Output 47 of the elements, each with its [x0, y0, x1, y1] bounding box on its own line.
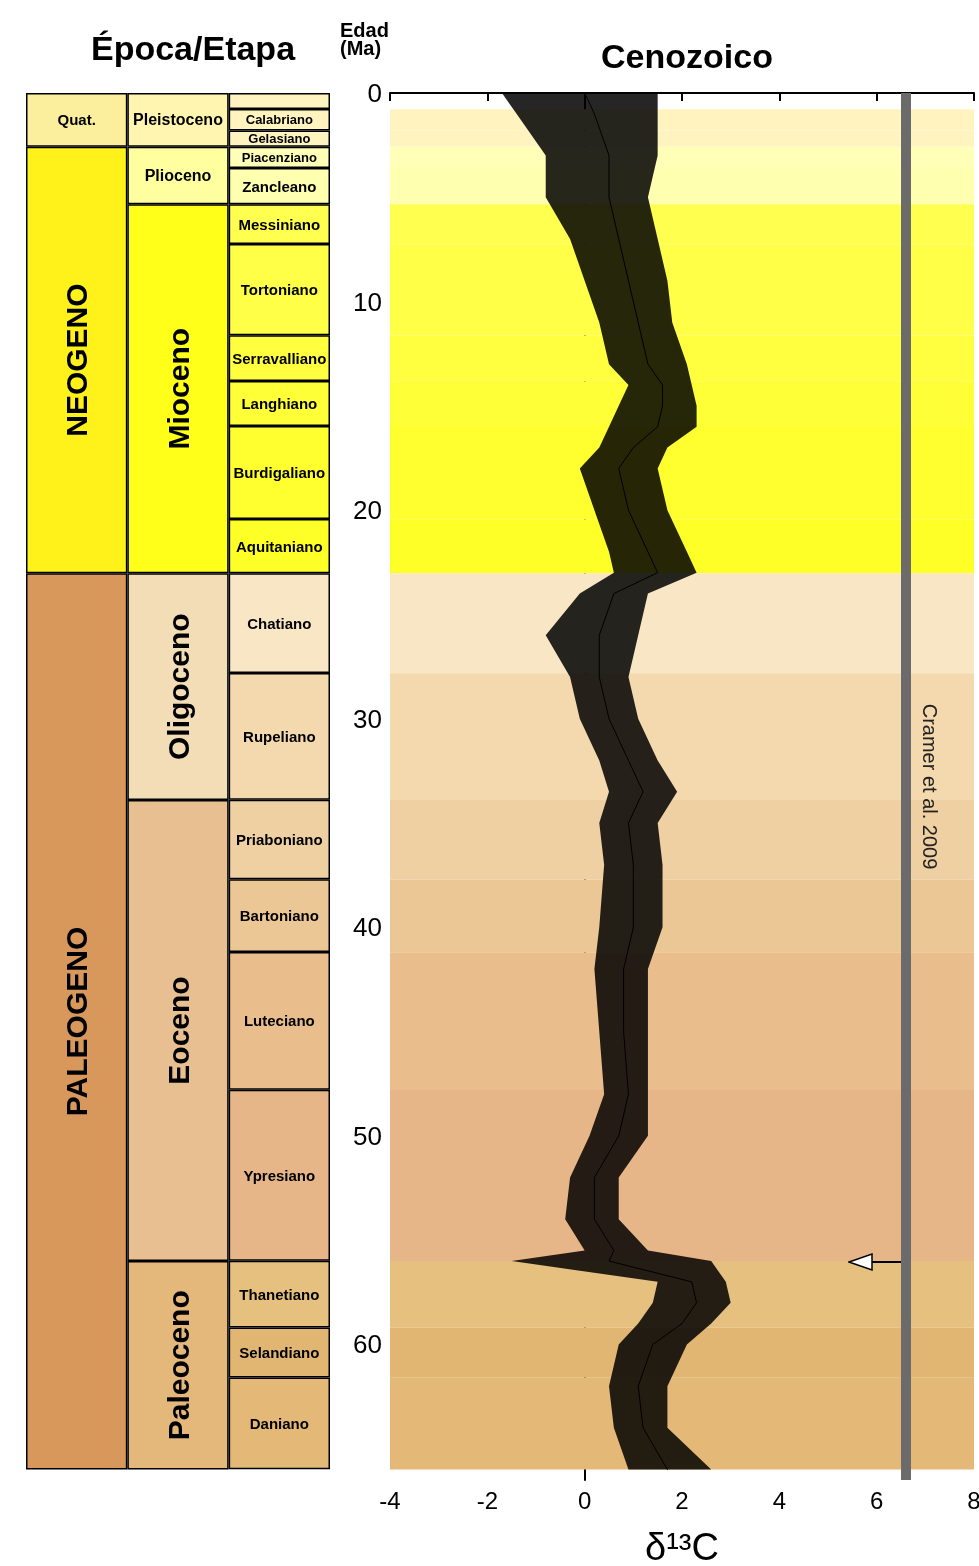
x-tick-label: -4 — [379, 1486, 401, 1514]
x-tick-label: 2 — [675, 1486, 689, 1514]
y-tick-label: 50 — [353, 1120, 382, 1151]
y-axis-title: Edad (Ma) — [340, 19, 395, 59]
series-label: Gelasiano — [248, 131, 311, 147]
series-label: Chatiano — [247, 614, 312, 632]
series-label: Burdigaliano — [233, 464, 326, 481]
series-label: Calabriano — [245, 112, 313, 128]
x-axis-title: δ¹³C — [645, 1526, 719, 1566]
series-label: Ypresiano — [243, 1166, 316, 1184]
x-tick-label: 8 — [967, 1486, 979, 1514]
chart-title: Cenozoico — [601, 37, 773, 75]
series-label: NEOGENO — [60, 283, 94, 437]
series-label: PALEOGENO — [60, 926, 94, 1117]
series-label: Oligoceno — [161, 613, 195, 761]
x-tick-label: 0 — [577, 1486, 592, 1514]
series-label: Paleoceno — [161, 1290, 195, 1441]
series-label: Langhiano — [241, 394, 318, 412]
series-label: Messiniano — [238, 215, 321, 233]
series-label: Pleistoceno — [133, 111, 224, 129]
y-tick-label: 60 — [353, 1329, 382, 1360]
ref-line-label: Cramer et al. 2009 — [918, 703, 941, 870]
series-label: Luteciano — [243, 1012, 315, 1030]
series-label: Mioceno — [161, 327, 195, 450]
chart-title: Época/Etapa — [90, 29, 297, 67]
series-label: Serravalliano — [232, 349, 327, 367]
series-label: Bartoniano — [239, 907, 319, 925]
series-label: Priaboniano — [235, 831, 323, 849]
y-tick-label: 0 — [367, 78, 382, 108]
x-tick-label: 4 — [772, 1486, 787, 1514]
y-tick-label: 30 — [353, 703, 382, 734]
y-tick-label: 20 — [353, 495, 382, 526]
y-tick-label: 40 — [353, 912, 382, 943]
series-label: Selandiano — [239, 1344, 320, 1362]
series-label: Aquitaniano — [236, 537, 323, 555]
series-label: Daniano — [249, 1414, 309, 1432]
series-label: Eoceno — [161, 976, 195, 1085]
series-label: Piacenziano — [241, 149, 317, 165]
series-label: Tortoniano — [240, 281, 318, 299]
series-label: Zancleano — [242, 177, 317, 195]
y-tick-label: 10 — [353, 286, 382, 317]
series-label: Plioceno — [144, 166, 212, 184]
series-label: Rupeliano — [243, 727, 316, 745]
x-tick-label: -2 — [476, 1486, 499, 1514]
series-label: Quat. — [57, 111, 96, 129]
series-label: Thanetiano — [239, 1285, 320, 1303]
x-tick-label: 6 — [869, 1486, 884, 1514]
